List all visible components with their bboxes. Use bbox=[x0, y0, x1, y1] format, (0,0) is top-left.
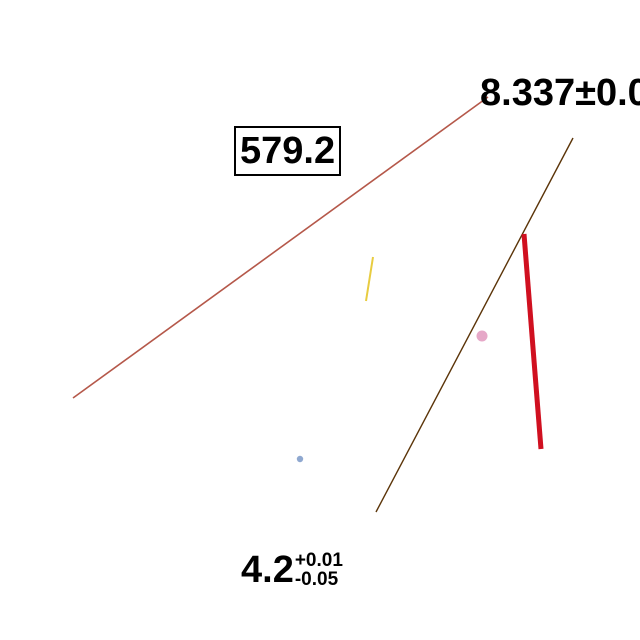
thick-red-line bbox=[521, 233, 544, 450]
pink-dot bbox=[476, 330, 488, 342]
asymmetric-error-stack: +0.01 -0.05 bbox=[295, 551, 343, 589]
asymmetric-main-value: 4.2 bbox=[241, 549, 294, 591]
asymmetric-upper-error: +0.01 bbox=[294, 550, 343, 571]
asymmetric-error-label: 4.2 +0.01 -0.05 bbox=[241, 551, 343, 589]
asymmetric-lower-error: -0.05 bbox=[294, 569, 339, 590]
boxed-value-label: 579.2 bbox=[234, 126, 342, 176]
dark-brown-diagonal-line bbox=[375, 137, 574, 513]
long-brown-line bbox=[72, 96, 489, 399]
value-with-error-label: 8.337±0.03 bbox=[480, 72, 640, 114]
blue-dot bbox=[296, 455, 304, 463]
short-yellow-line bbox=[365, 256, 374, 302]
